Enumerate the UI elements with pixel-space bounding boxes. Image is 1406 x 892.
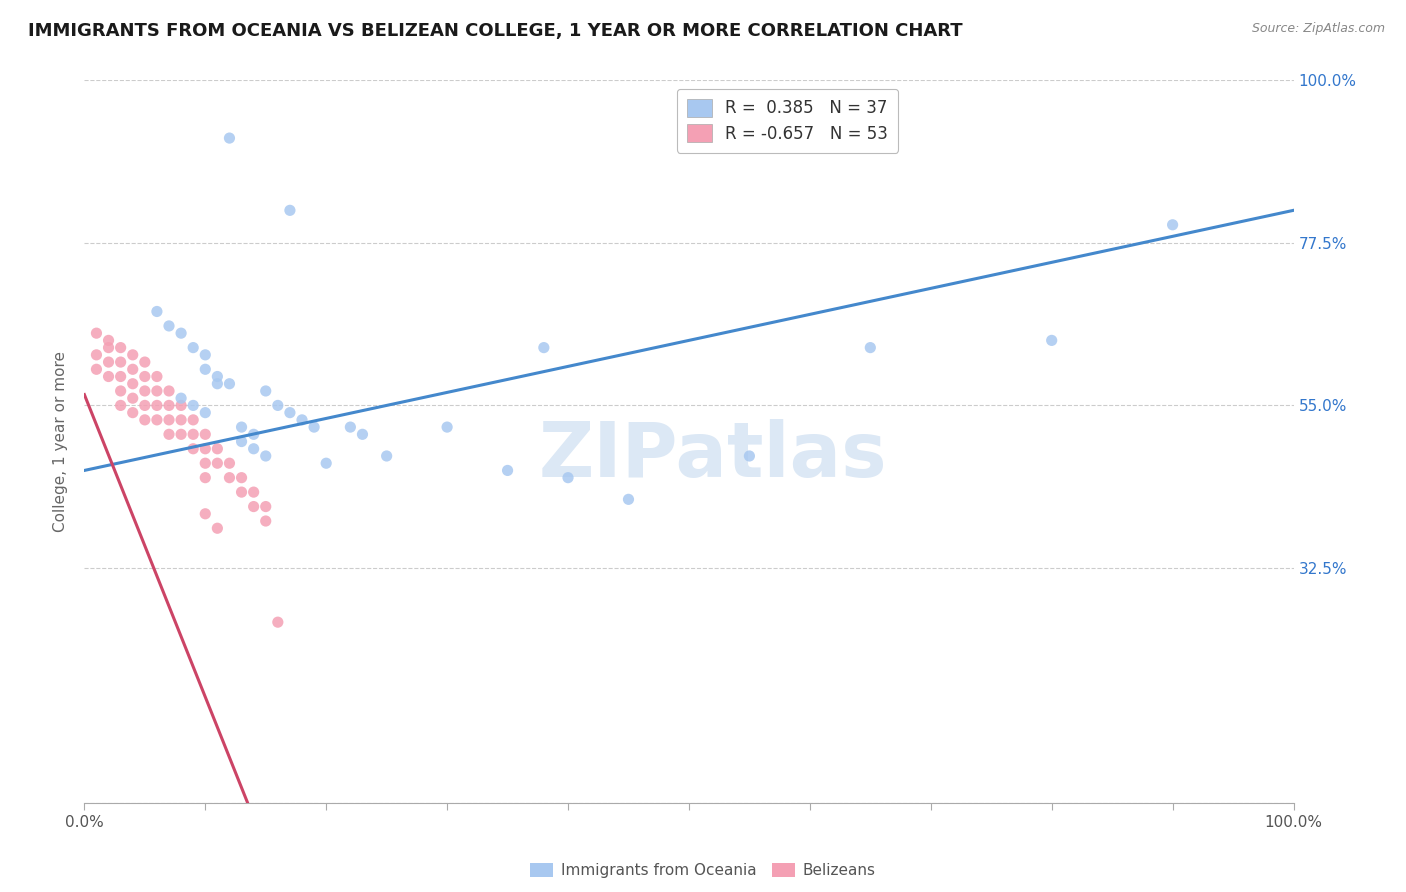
Point	[302, 420, 325, 434]
Point	[157, 427, 180, 442]
Point	[170, 391, 193, 405]
Point	[194, 442, 217, 456]
Point	[231, 434, 253, 449]
Point	[86, 326, 108, 340]
Point	[134, 384, 156, 398]
Point	[231, 470, 253, 484]
Point	[181, 427, 204, 442]
Point	[181, 398, 204, 412]
Point	[254, 449, 277, 463]
Point	[146, 413, 169, 427]
Point	[315, 456, 337, 470]
Point	[1161, 218, 1184, 232]
Text: ZIPatlas: ZIPatlas	[538, 419, 887, 493]
Point	[121, 391, 143, 405]
Point	[134, 369, 156, 384]
Point	[146, 369, 169, 384]
Point	[181, 442, 204, 456]
Point	[157, 384, 180, 398]
Point	[738, 449, 761, 463]
Point	[218, 376, 240, 391]
Point	[617, 492, 640, 507]
Point	[242, 427, 264, 442]
Point	[242, 500, 264, 514]
Point	[121, 362, 143, 376]
Point	[157, 318, 180, 333]
Point	[121, 376, 143, 391]
Point	[86, 348, 108, 362]
Point	[146, 398, 169, 412]
Point	[254, 384, 277, 398]
Point	[97, 369, 120, 384]
Point	[352, 427, 374, 442]
Point	[97, 341, 120, 355]
Point	[134, 398, 156, 412]
Point	[110, 341, 132, 355]
Point	[218, 131, 240, 145]
Point	[207, 521, 229, 535]
Text: IMMIGRANTS FROM OCEANIA VS BELIZEAN COLLEGE, 1 YEAR OR MORE CORRELATION CHART: IMMIGRANTS FROM OCEANIA VS BELIZEAN COLL…	[28, 22, 963, 40]
Point	[207, 376, 229, 391]
Y-axis label: College, 1 year or more: College, 1 year or more	[53, 351, 69, 532]
Point	[557, 470, 579, 484]
Point	[231, 420, 253, 434]
Point	[170, 413, 193, 427]
Point	[375, 449, 398, 463]
Point	[218, 470, 240, 484]
Point	[278, 406, 301, 420]
Point	[110, 369, 132, 384]
Point	[267, 398, 290, 412]
Point	[170, 398, 193, 412]
Point	[134, 413, 156, 427]
Point	[194, 456, 217, 470]
Point	[97, 355, 120, 369]
Point	[146, 304, 169, 318]
Point	[181, 341, 204, 355]
Point	[231, 485, 253, 500]
Point	[194, 406, 217, 420]
Point	[194, 470, 217, 484]
Point	[194, 362, 217, 376]
Point	[339, 420, 361, 434]
Point	[110, 355, 132, 369]
Point	[207, 456, 229, 470]
Point	[207, 442, 229, 456]
Point	[110, 384, 132, 398]
Point	[157, 413, 180, 427]
Point	[181, 413, 204, 427]
Point	[97, 334, 120, 348]
Point	[157, 398, 180, 412]
Point	[194, 348, 217, 362]
Point	[533, 341, 555, 355]
Point	[194, 507, 217, 521]
Point	[86, 362, 108, 376]
Point	[134, 355, 156, 369]
Point	[436, 420, 458, 434]
Point	[496, 463, 519, 477]
Point	[1040, 334, 1063, 348]
Point	[291, 413, 314, 427]
Point	[242, 485, 264, 500]
Point	[194, 427, 217, 442]
Point	[170, 427, 193, 442]
Point	[121, 406, 143, 420]
Point	[146, 384, 169, 398]
Point	[859, 341, 882, 355]
Point	[278, 203, 301, 218]
Point	[170, 326, 193, 340]
Point	[254, 514, 277, 528]
Point	[218, 456, 240, 470]
Point	[267, 615, 290, 630]
Point	[242, 442, 264, 456]
Point	[207, 369, 229, 384]
Point	[121, 348, 143, 362]
Point	[254, 500, 277, 514]
Point	[110, 398, 132, 412]
Legend: Immigrants from Oceania, Belizeans: Immigrants from Oceania, Belizeans	[524, 857, 882, 884]
Legend: R =  0.385   N = 37, R = -0.657   N = 53: R = 0.385 N = 37, R = -0.657 N = 53	[678, 88, 898, 153]
Text: Source: ZipAtlas.com: Source: ZipAtlas.com	[1251, 22, 1385, 36]
